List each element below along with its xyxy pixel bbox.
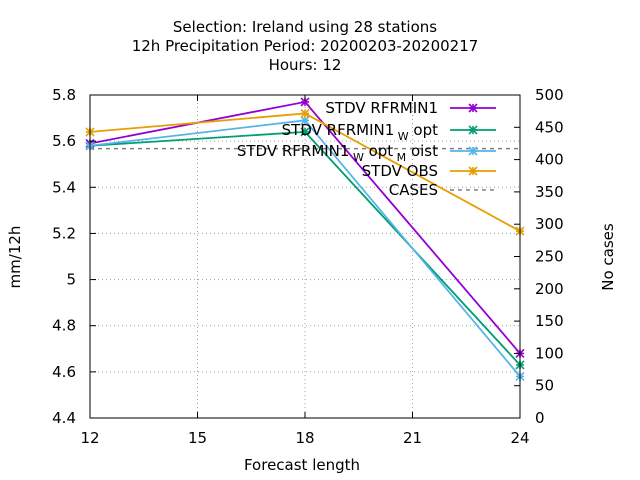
legend-label-2: STDV RFRMIN1 W opt M oist xyxy=(237,142,438,164)
y2-tick-label-0: 0 xyxy=(535,409,545,427)
axis-ticks: 12 15 18 21 24 4.4 4.6 4.8 5 5.2 5.4 5.6 5.8 0 50 100 15… xyxy=(52,86,564,447)
data-point-0-1 xyxy=(300,97,310,107)
chart-title: Selection: Ireland using 28 stations12h … xyxy=(132,18,479,74)
legend-marker-1 xyxy=(468,125,478,135)
data-point-2-1 xyxy=(300,115,310,125)
legend-marker-2 xyxy=(468,146,478,156)
y2-tick-label-8: 400 xyxy=(535,151,564,169)
legend-entry-4: CASES xyxy=(389,181,496,199)
y-tick-label-7: 5.8 xyxy=(52,86,76,104)
y-tick-label-6: 5.6 xyxy=(52,132,76,150)
legend-label-1: STDV RFRMIN1 W opt xyxy=(282,121,438,143)
y-tick-label-2: 4.8 xyxy=(52,317,76,335)
legend-marker-0 xyxy=(468,103,478,113)
x-tick-label-2: 18 xyxy=(295,429,314,447)
series-1 xyxy=(85,127,525,370)
legend-marker-3 xyxy=(468,166,478,176)
x-tick-label-3: 21 xyxy=(403,429,422,447)
y2-tick-label-1: 50 xyxy=(535,377,554,395)
legend-entry-3: STDV OBS xyxy=(362,162,496,180)
y-tick-label-0: 4.4 xyxy=(52,409,76,427)
y2-tick-label-4: 200 xyxy=(535,280,564,298)
legend-entry-1: STDV RFRMIN1 W opt xyxy=(282,121,496,143)
legend-label-0: STDV RFRMIN1 xyxy=(325,99,438,117)
y-tick-label-4: 5.2 xyxy=(52,224,76,242)
x-axis-label: Forecast length xyxy=(244,456,360,474)
y2-tick-label-2: 100 xyxy=(535,344,564,362)
y2-tick-label-10: 500 xyxy=(535,86,564,104)
y-axis-label: mm/12h xyxy=(6,226,24,289)
data-point-1-1 xyxy=(300,127,310,137)
title-line-0: Selection: Ireland using 28 stations xyxy=(173,18,437,36)
y2-tick-label-6: 300 xyxy=(535,215,564,233)
x-tick-label-1: 15 xyxy=(188,429,207,447)
y2-tick-label-7: 350 xyxy=(535,183,564,201)
y-tick-label-5: 5.4 xyxy=(52,178,76,196)
x-tick-label-4: 24 xyxy=(510,429,529,447)
title-line-1: 12h Precipitation Period: 20200203-20200… xyxy=(132,37,479,55)
legend-label-4: CASES xyxy=(389,181,438,199)
title-line-2: Hours: 12 xyxy=(269,56,342,74)
legend-entry-0: STDV RFRMIN1 xyxy=(325,99,496,117)
y2-tick-label-3: 150 xyxy=(535,312,564,330)
x-tick-label-0: 12 xyxy=(80,429,99,447)
y2-tick-label-5: 250 xyxy=(535,248,564,266)
y2-axis-label: No cases xyxy=(599,223,617,291)
legend-entry-2: STDV RFRMIN1 W opt M oist xyxy=(237,142,496,164)
legend-label-3: STDV OBS xyxy=(362,162,438,180)
y2-tick-label-9: 450 xyxy=(535,118,564,136)
data-point-3-1 xyxy=(300,108,310,119)
y-tick-label-3: 5 xyxy=(66,271,76,289)
series-line-1 xyxy=(89,130,521,366)
y-tick-label-1: 4.6 xyxy=(52,363,76,381)
